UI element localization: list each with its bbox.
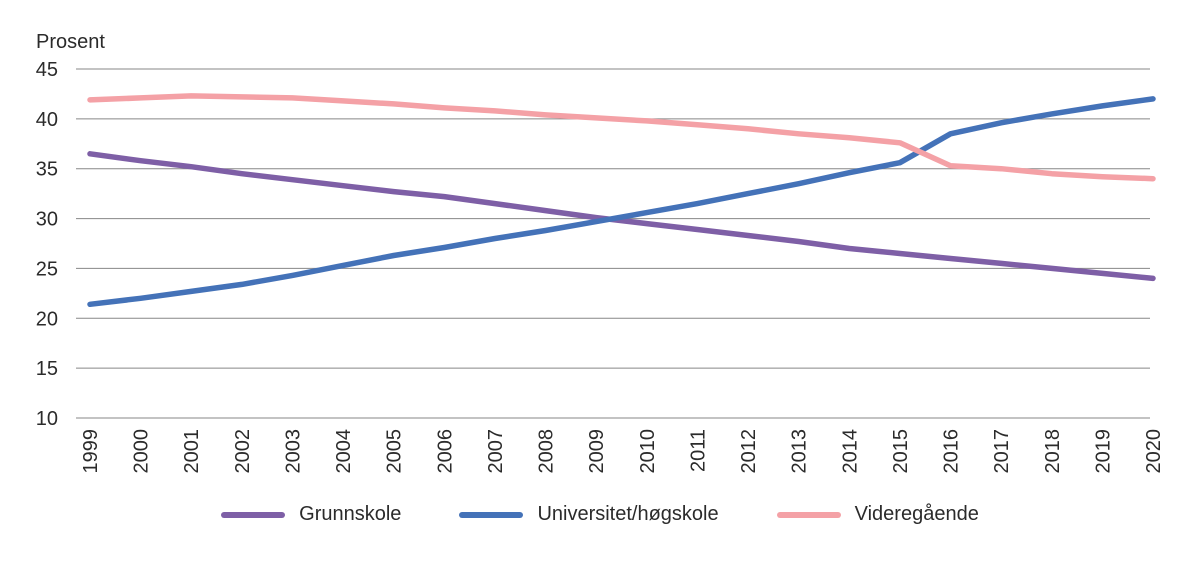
- x-tick-label-2010: 2010: [637, 429, 659, 474]
- y-axis-tick-labels: 45 40 35 30 25 20 15 10: [36, 59, 58, 430]
- x-tick-label-2000: 2000: [131, 429, 153, 474]
- x-tick-label-2009: 2009: [586, 429, 608, 474]
- y-tick-label-25: 25: [36, 258, 58, 280]
- legend-swatch-grunnskole: [221, 511, 286, 518]
- legend-label-grunnskole: Grunnskole: [299, 503, 402, 525]
- legend-label-universitet-h-gskole: Universitet/høgskole: [537, 503, 719, 525]
- y-tick-label-40: 40: [36, 109, 58, 131]
- y-tick-label-35: 35: [36, 159, 58, 181]
- y-tick-label-10: 10: [36, 408, 58, 430]
- x-tick-label-2017: 2017: [991, 429, 1013, 474]
- x-tick-label-2006: 2006: [434, 429, 456, 474]
- y-tick-label-30: 30: [36, 209, 58, 231]
- x-tick-label-2016: 2016: [941, 429, 963, 474]
- legend-swatch-videreg-ende: [776, 511, 841, 518]
- series-line-videreg-ende: [87, 93, 1156, 182]
- x-tick-label-2001: 2001: [181, 429, 203, 474]
- series-line-universitet-h-gskole: [87, 96, 1156, 308]
- chart-legend: Grunnskole Universitet/høgskole Videregåen…: [0, 503, 1200, 526]
- x-tick-label-2020: 2020: [1143, 429, 1165, 474]
- y-tick-label-20: 20: [36, 308, 58, 330]
- legend-label-videreg-ende: Videregående: [854, 503, 979, 525]
- legend-item-grunnskole: Grunnskole: [221, 503, 401, 526]
- x-tick-label-1999: 1999: [80, 429, 102, 474]
- legend-item-universitet-h-gskole: Universitet/høgskole: [459, 503, 719, 526]
- series-line-grunnskole: [87, 151, 1156, 282]
- x-tick-label-2019: 2019: [1092, 429, 1114, 474]
- x-tick-label-2004: 2004: [333, 429, 355, 474]
- x-tick-label-2005: 2005: [384, 429, 406, 474]
- x-tick-label-2003: 2003: [283, 429, 305, 474]
- y-tick-label-15: 15: [36, 358, 58, 380]
- y-axis-title: Prosent: [36, 31, 105, 53]
- x-tick-label-2012: 2012: [738, 429, 760, 474]
- legend-item-videreg-ende: Videregående: [776, 503, 979, 526]
- x-tick-label-2011: 2011: [687, 429, 709, 472]
- y-tick-label-45: 45: [36, 59, 58, 81]
- x-tick-label-2018: 2018: [1042, 429, 1064, 474]
- x-tick-label-2014: 2014: [839, 429, 861, 474]
- legend-swatch-universitet-h-gskole: [459, 511, 524, 518]
- x-tick-label-2002: 2002: [232, 429, 254, 474]
- x-tick-label-2008: 2008: [536, 429, 558, 474]
- x-tick-label-2013: 2013: [789, 429, 811, 474]
- x-tick-label-2007: 2007: [485, 429, 507, 474]
- x-tick-label-2015: 2015: [890, 429, 912, 474]
- x-axis-tick-labels: 1999 2000 2001 2002 2003 2004 2005 2006 2007 2008…: [80, 429, 1165, 474]
